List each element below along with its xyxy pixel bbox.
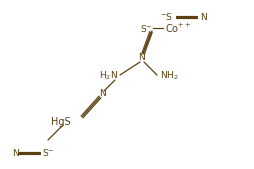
Text: N: N [199,13,206,21]
Text: Co$^{++}$: Co$^{++}$ [164,21,191,34]
Text: $^{-}$S: $^{-}$S [160,11,172,22]
Text: H$_2$N: H$_2$N [99,70,118,82]
Text: S$^{-}$: S$^{-}$ [139,22,151,33]
Text: NH$_2$: NH$_2$ [159,70,178,82]
Text: HgS: HgS [51,117,71,127]
Text: N: N [12,149,19,158]
Text: N: N [99,89,106,98]
Text: S$^{-}$: S$^{-}$ [42,148,54,159]
Text: N: N [138,53,145,62]
